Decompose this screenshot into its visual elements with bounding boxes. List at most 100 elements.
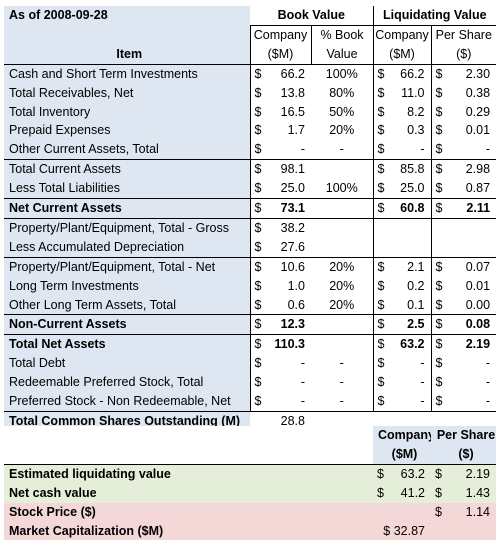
summary-label: Estimated liquidating value [9,466,171,481]
table-row: Other Long Term Assets, Total $0.6 20% $0.1… [4,295,496,315]
dollar-sign: $ [435,485,442,500]
row-label: Non-Current Assets [4,314,250,336]
book-value-cell: 27.6 [280,239,305,254]
pct-book-cell [311,217,374,238]
pct-book-cell: - [339,356,344,371]
dollar-sign: $ [435,466,442,481]
pct-book-cell: 100% [325,181,358,196]
pct-book-cell [311,314,374,336]
per-share-cell: - [485,394,491,409]
bv-company-header: Company [249,24,311,45]
dollar-sign: $ [430,354,449,374]
dollar-sign: $ [249,198,270,219]
pct-value-header: Value [310,44,374,65]
summary-company-header: Company [373,426,432,445]
dollar-sign: $ [372,314,391,336]
dollar-sign: $ [430,179,449,199]
row-label: Property/Plant/Equipment, Total - Gross [4,217,250,238]
table-row: Redeemable Preferred Stock, Total $ - - $ - $ - [4,373,496,393]
summary-label: Net cash value [9,485,97,500]
row-label: Redeemable Preferred Stock, Total [4,373,250,393]
dollar-sign: $ [249,121,270,141]
per-share-header: Per Share [430,24,497,45]
book-value-cell: 0.6 [287,297,305,312]
book-value-cell: 13.8 [280,85,305,100]
table-row: Total Receivables, Net $13.8 80% $11.0 $0.38 [4,83,496,103]
dollar-sign: $ [430,392,449,412]
liquidating-value-header: Liquidating Value [372,6,497,26]
book-value-cell: 110.3 [270,334,311,355]
dollar-sign: $ [430,64,449,84]
table-row: Property/Plant/Equipment, Total - Net $10… [4,256,497,277]
dollar-sign: $ [372,159,391,180]
dollar-sign: $ [372,295,391,315]
pct-book-cell: 50% [329,104,355,119]
lv-unit-header: ($M) [372,44,432,65]
pct-book-cell: 80% [329,85,355,100]
summary-per-share-value: 1.43 [465,485,491,500]
per-share-cell [448,217,497,238]
row-label: Long Term Investments [4,276,250,296]
dollar-sign: $ [430,295,449,315]
per-share-cell: 0.01 [465,123,491,138]
summary-company-unit: ($M) [373,444,432,465]
row-label: Total Receivables, Net [4,83,250,103]
liq-company-cell: 0.2 [407,278,425,293]
pct-book-cell: 100% [325,66,358,81]
book-value-cell: 16.5 [280,104,305,119]
per-share-cell: - [485,356,491,371]
book-value-cell: - [300,375,305,390]
per-share-cell: 2.19 [448,334,497,355]
summary-label: Market Capitalization ($M) [9,523,164,538]
dollar-sign: $ [377,466,384,481]
summary-company-value: 41.2 [400,485,426,500]
table-row: Total Net Assets $110.3 $63.2 $2.19 [4,334,497,355]
dollar-sign: $ [430,256,449,277]
book-value-cell: 10.6 [270,256,311,277]
pct-book-cell [311,198,374,219]
liq-company-cell [390,238,431,257]
liq-company-cell: 0.1 [407,297,425,312]
liq-company-cell [390,217,432,238]
dollar-sign: $ [372,354,391,374]
dollar-sign: $ [249,256,270,277]
summary-company-value [373,503,431,522]
dollar-sign: $ [430,373,449,393]
liq-company-cell: - [420,375,425,390]
dollar-sign: $ [249,102,270,122]
dollar-sign: $ [430,334,449,355]
liq-company-cell: 2.1 [390,256,432,277]
item-header: Item [4,44,250,65]
row-label: Less Accumulated Depreciation [4,237,250,258]
dollar-sign: $ [249,217,270,238]
pct-book-cell [311,334,374,355]
liq-company-dollar [372,237,391,258]
book-value-cell: - [300,394,305,409]
pct-book-cell: 20% [311,256,374,277]
book-value-header: Book Value [277,8,345,22]
dollar-sign: $ [372,276,391,296]
per-share-cell: 2.98 [448,159,497,180]
dollar-sign: $ [430,83,449,103]
book-value-cell: 73.1 [270,198,311,219]
dollar-sign: $ [372,198,391,219]
dollar-sign: $ [430,102,449,122]
row-label: Cash and Short Term Investments [4,64,250,84]
liq-company-cell: 0.3 [407,123,425,138]
book-value-cell: - [300,142,305,157]
liq-company-cell: 66.2 [400,66,425,81]
dollar-sign: $ [372,102,391,122]
liq-company-cell: - [420,142,425,157]
per-share-cell: 0.29 [465,104,491,119]
table-row: Other Current Assets, Total $ - - $ - $ - [4,140,496,160]
dollar-sign: $ [249,237,270,258]
per-share-cell: - [485,142,491,157]
table-row: Non-Current Assets $12.3 $2.5 $0.08 [4,314,497,336]
dollar-sign: $ [430,276,449,296]
per-share-cell: 2.11 [448,198,497,219]
table-row: Cash and Short Term Investments $66.2 100%… [4,64,496,84]
dollar-sign: $ [249,140,270,160]
table-row: Net Current Assets $73.1 $60.8 $2.11 [4,198,497,219]
per-share-dollar [430,237,449,258]
row-label: Total Inventory [4,102,250,122]
